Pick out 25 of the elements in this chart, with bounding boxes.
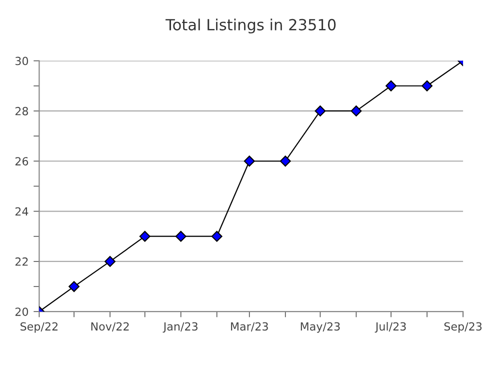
point (211, 230, 222, 242)
y-tick-label: 20 (15, 308, 28, 316)
point (314, 105, 326, 116)
point (175, 230, 186, 242)
y-tick-label: 22 (15, 257, 28, 266)
chart-title: Total Listings in 23510 (166, 18, 336, 34)
x-tick-label: Jan/23 (162, 322, 198, 333)
y-tick-label: 26 (15, 157, 28, 166)
point (280, 156, 291, 167)
point (422, 80, 433, 92)
x-tick-label: Mar/23 (231, 322, 268, 332)
x-tick-label: Sep/22 (20, 322, 58, 333)
y-tick-label: 28 (15, 106, 28, 116)
x-tick-label: Nov/22 (91, 322, 129, 332)
point (104, 256, 116, 267)
x-tick-label: Jul/23 (374, 322, 406, 333)
y-tick-label: 30 (15, 56, 28, 66)
x-tick-label: May/23 (300, 322, 340, 333)
point (139, 230, 150, 242)
point (350, 105, 362, 116)
point (244, 156, 255, 167)
point (68, 281, 80, 292)
y-tick-label: 24 (15, 207, 28, 216)
x-tick-label: Sep/23 (444, 322, 482, 333)
point (386, 80, 397, 92)
